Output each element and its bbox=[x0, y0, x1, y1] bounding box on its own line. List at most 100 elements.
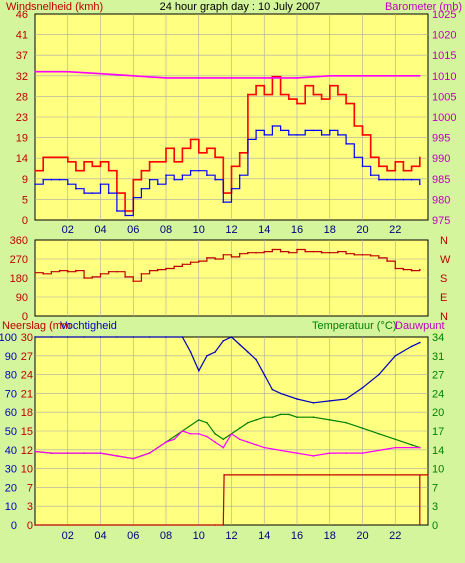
y-right-tick-label: W bbox=[440, 254, 451, 266]
data-point-direction bbox=[42, 273, 44, 275]
data-point-direction bbox=[378, 257, 380, 259]
data-point-direction bbox=[263, 250, 266, 253]
data-point-gust bbox=[91, 165, 94, 168]
data-point-dewpoint bbox=[296, 452, 298, 454]
data-point-pressure bbox=[34, 70, 36, 73]
x-tick-label: 04 bbox=[94, 224, 106, 236]
data-point-gust bbox=[378, 165, 380, 168]
x-tick-label: 10 bbox=[193, 224, 205, 236]
data-point-pressure bbox=[230, 77, 233, 79]
data-point-dewpoint bbox=[329, 452, 331, 454]
data-point-average bbox=[214, 178, 216, 181]
series-line-gust bbox=[35, 75, 421, 212]
data-point-average bbox=[50, 178, 53, 181]
data-point-humidity bbox=[238, 343, 241, 346]
data-point-average bbox=[107, 192, 110, 194]
data-point-direction bbox=[271, 248, 274, 251]
data-point-average bbox=[247, 138, 249, 141]
y-right-tick-label: 34 bbox=[432, 332, 444, 344]
x-tick-label: 14 bbox=[258, 530, 270, 542]
data-point-direction bbox=[304, 250, 307, 253]
data-point-average bbox=[255, 129, 257, 132]
y-left-tick-label: 28 bbox=[16, 91, 28, 103]
data-point-gust bbox=[402, 169, 405, 172]
data-point-humidity bbox=[148, 336, 151, 338]
data-point-humidity bbox=[214, 351, 216, 353]
data-point-gust bbox=[50, 156, 53, 159]
data-point-direction bbox=[140, 273, 143, 275]
y-rain-tick-label: 24 bbox=[21, 370, 33, 382]
data-point-humidity bbox=[222, 340, 225, 342]
y-right-tick-label: 24 bbox=[432, 388, 444, 400]
data-point-direction bbox=[394, 267, 397, 270]
y-rain-tick-label: 12 bbox=[21, 445, 33, 457]
data-point-gust bbox=[329, 84, 331, 87]
data-point-average bbox=[157, 183, 159, 185]
data-point-average bbox=[345, 143, 347, 145]
data-point-average bbox=[148, 178, 151, 181]
data-point-dewpoint bbox=[181, 430, 184, 432]
data-point-direction bbox=[157, 268, 159, 271]
y-left-tick-label: 40 bbox=[5, 445, 17, 457]
data-point-gust bbox=[140, 169, 143, 172]
data-point-average bbox=[67, 183, 69, 185]
data-point-dewpoint bbox=[116, 455, 118, 457]
data-point-temperature bbox=[345, 421, 347, 424]
y-right-tick-label: 10 bbox=[432, 464, 444, 476]
data-point-temperature bbox=[198, 419, 200, 421]
data-point-humidity bbox=[67, 336, 69, 338]
data-point-direction bbox=[132, 280, 135, 283]
data-point-average bbox=[124, 214, 126, 217]
data-point-dewpoint bbox=[361, 452, 364, 454]
data-point-humidity bbox=[189, 351, 192, 353]
y-left-tick-label: 90 bbox=[16, 292, 28, 304]
data-point-direction bbox=[99, 273, 102, 275]
x-tick-label: 14 bbox=[258, 224, 270, 236]
data-point-dewpoint bbox=[345, 452, 347, 454]
data-point-humidity bbox=[230, 336, 233, 338]
data-point-humidity bbox=[361, 387, 364, 389]
data-point-gust bbox=[337, 93, 339, 96]
data-point-dewpoint bbox=[50, 452, 53, 454]
data-point-rain bbox=[427, 474, 429, 476]
data-point-temperature bbox=[378, 433, 380, 435]
y-right-tick-label: E bbox=[440, 292, 447, 304]
data-point-direction bbox=[75, 269, 77, 272]
x-tick-label: 22 bbox=[389, 530, 401, 542]
data-point-direction bbox=[402, 268, 405, 271]
y-left-tick-label: 10 bbox=[5, 501, 17, 513]
y-left-tick-label: 37 bbox=[16, 50, 28, 62]
data-point-pressure bbox=[99, 72, 102, 75]
data-point-direction bbox=[116, 270, 118, 273]
data-point-dewpoint bbox=[378, 449, 380, 452]
data-point-gust bbox=[320, 98, 323, 100]
data-point-gust bbox=[296, 102, 298, 105]
data-point-temperature bbox=[288, 413, 290, 416]
data-point-humidity bbox=[419, 341, 421, 344]
y-left-tick-label: 0 bbox=[11, 520, 17, 532]
panel3-header-dewpoint: Dauwpunt bbox=[395, 320, 445, 332]
data-point-pressure bbox=[394, 75, 397, 77]
y-rain-tick-label: 7 bbox=[27, 482, 33, 494]
data-point-pressure bbox=[198, 77, 200, 79]
data-point-average bbox=[394, 178, 397, 181]
data-point-direction bbox=[34, 271, 36, 274]
data-point-average bbox=[419, 183, 421, 185]
data-point-average bbox=[361, 165, 364, 168]
data-point-dewpoint bbox=[263, 446, 266, 449]
data-point-average bbox=[386, 178, 388, 181]
data-point-dewpoint bbox=[206, 435, 208, 438]
data-point-temperature bbox=[361, 427, 364, 430]
data-point-gust bbox=[206, 147, 208, 150]
data-point-gust bbox=[42, 156, 44, 159]
data-point-dewpoint bbox=[198, 433, 200, 435]
data-point-average bbox=[353, 156, 356, 159]
data-point-temperature bbox=[271, 416, 274, 419]
data-point-average bbox=[34, 183, 36, 185]
y-left-tick-label: 0 bbox=[22, 311, 28, 323]
data-point-average bbox=[58, 178, 61, 181]
data-point-pressure bbox=[329, 75, 331, 77]
data-point-direction bbox=[255, 251, 257, 254]
y-right-tick-label: 995 bbox=[432, 133, 450, 145]
y-left-tick-label: 0 bbox=[22, 215, 28, 227]
